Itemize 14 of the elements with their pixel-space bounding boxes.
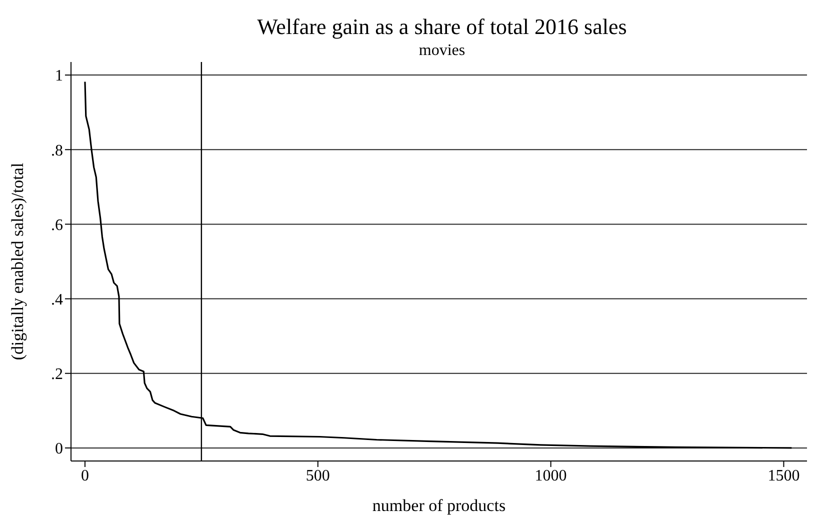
x-tick-label: 0: [80, 467, 89, 484]
y-tick-label: .4: [51, 291, 63, 308]
chart-title: Welfare gain as a share of total 2016 sales: [256, 14, 628, 40]
y-tick-label: 1: [55, 68, 63, 85]
x-tick-label: 1000: [534, 467, 567, 484]
x-axis-title: number of products: [372, 496, 506, 515]
y-tick-label: .6: [51, 216, 63, 234]
y-tick-label: .8: [51, 142, 63, 160]
x-tick-label: 1500: [768, 467, 800, 484]
y-tick-label: 0: [55, 440, 63, 458]
chart-subtitle: movies: [418, 42, 466, 60]
x-tick-label: 500: [306, 467, 330, 484]
y-tick-label: .2: [51, 366, 63, 384]
y-axis-title: (digitally enabled sales)/total: [8, 162, 28, 360]
